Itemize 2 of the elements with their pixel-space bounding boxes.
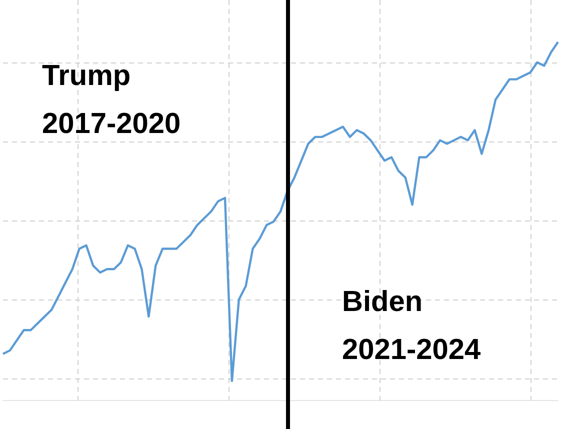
- annotation: Trump 2017-2020: [42, 59, 181, 142]
- annotation: Biden 2021-2024: [342, 285, 481, 368]
